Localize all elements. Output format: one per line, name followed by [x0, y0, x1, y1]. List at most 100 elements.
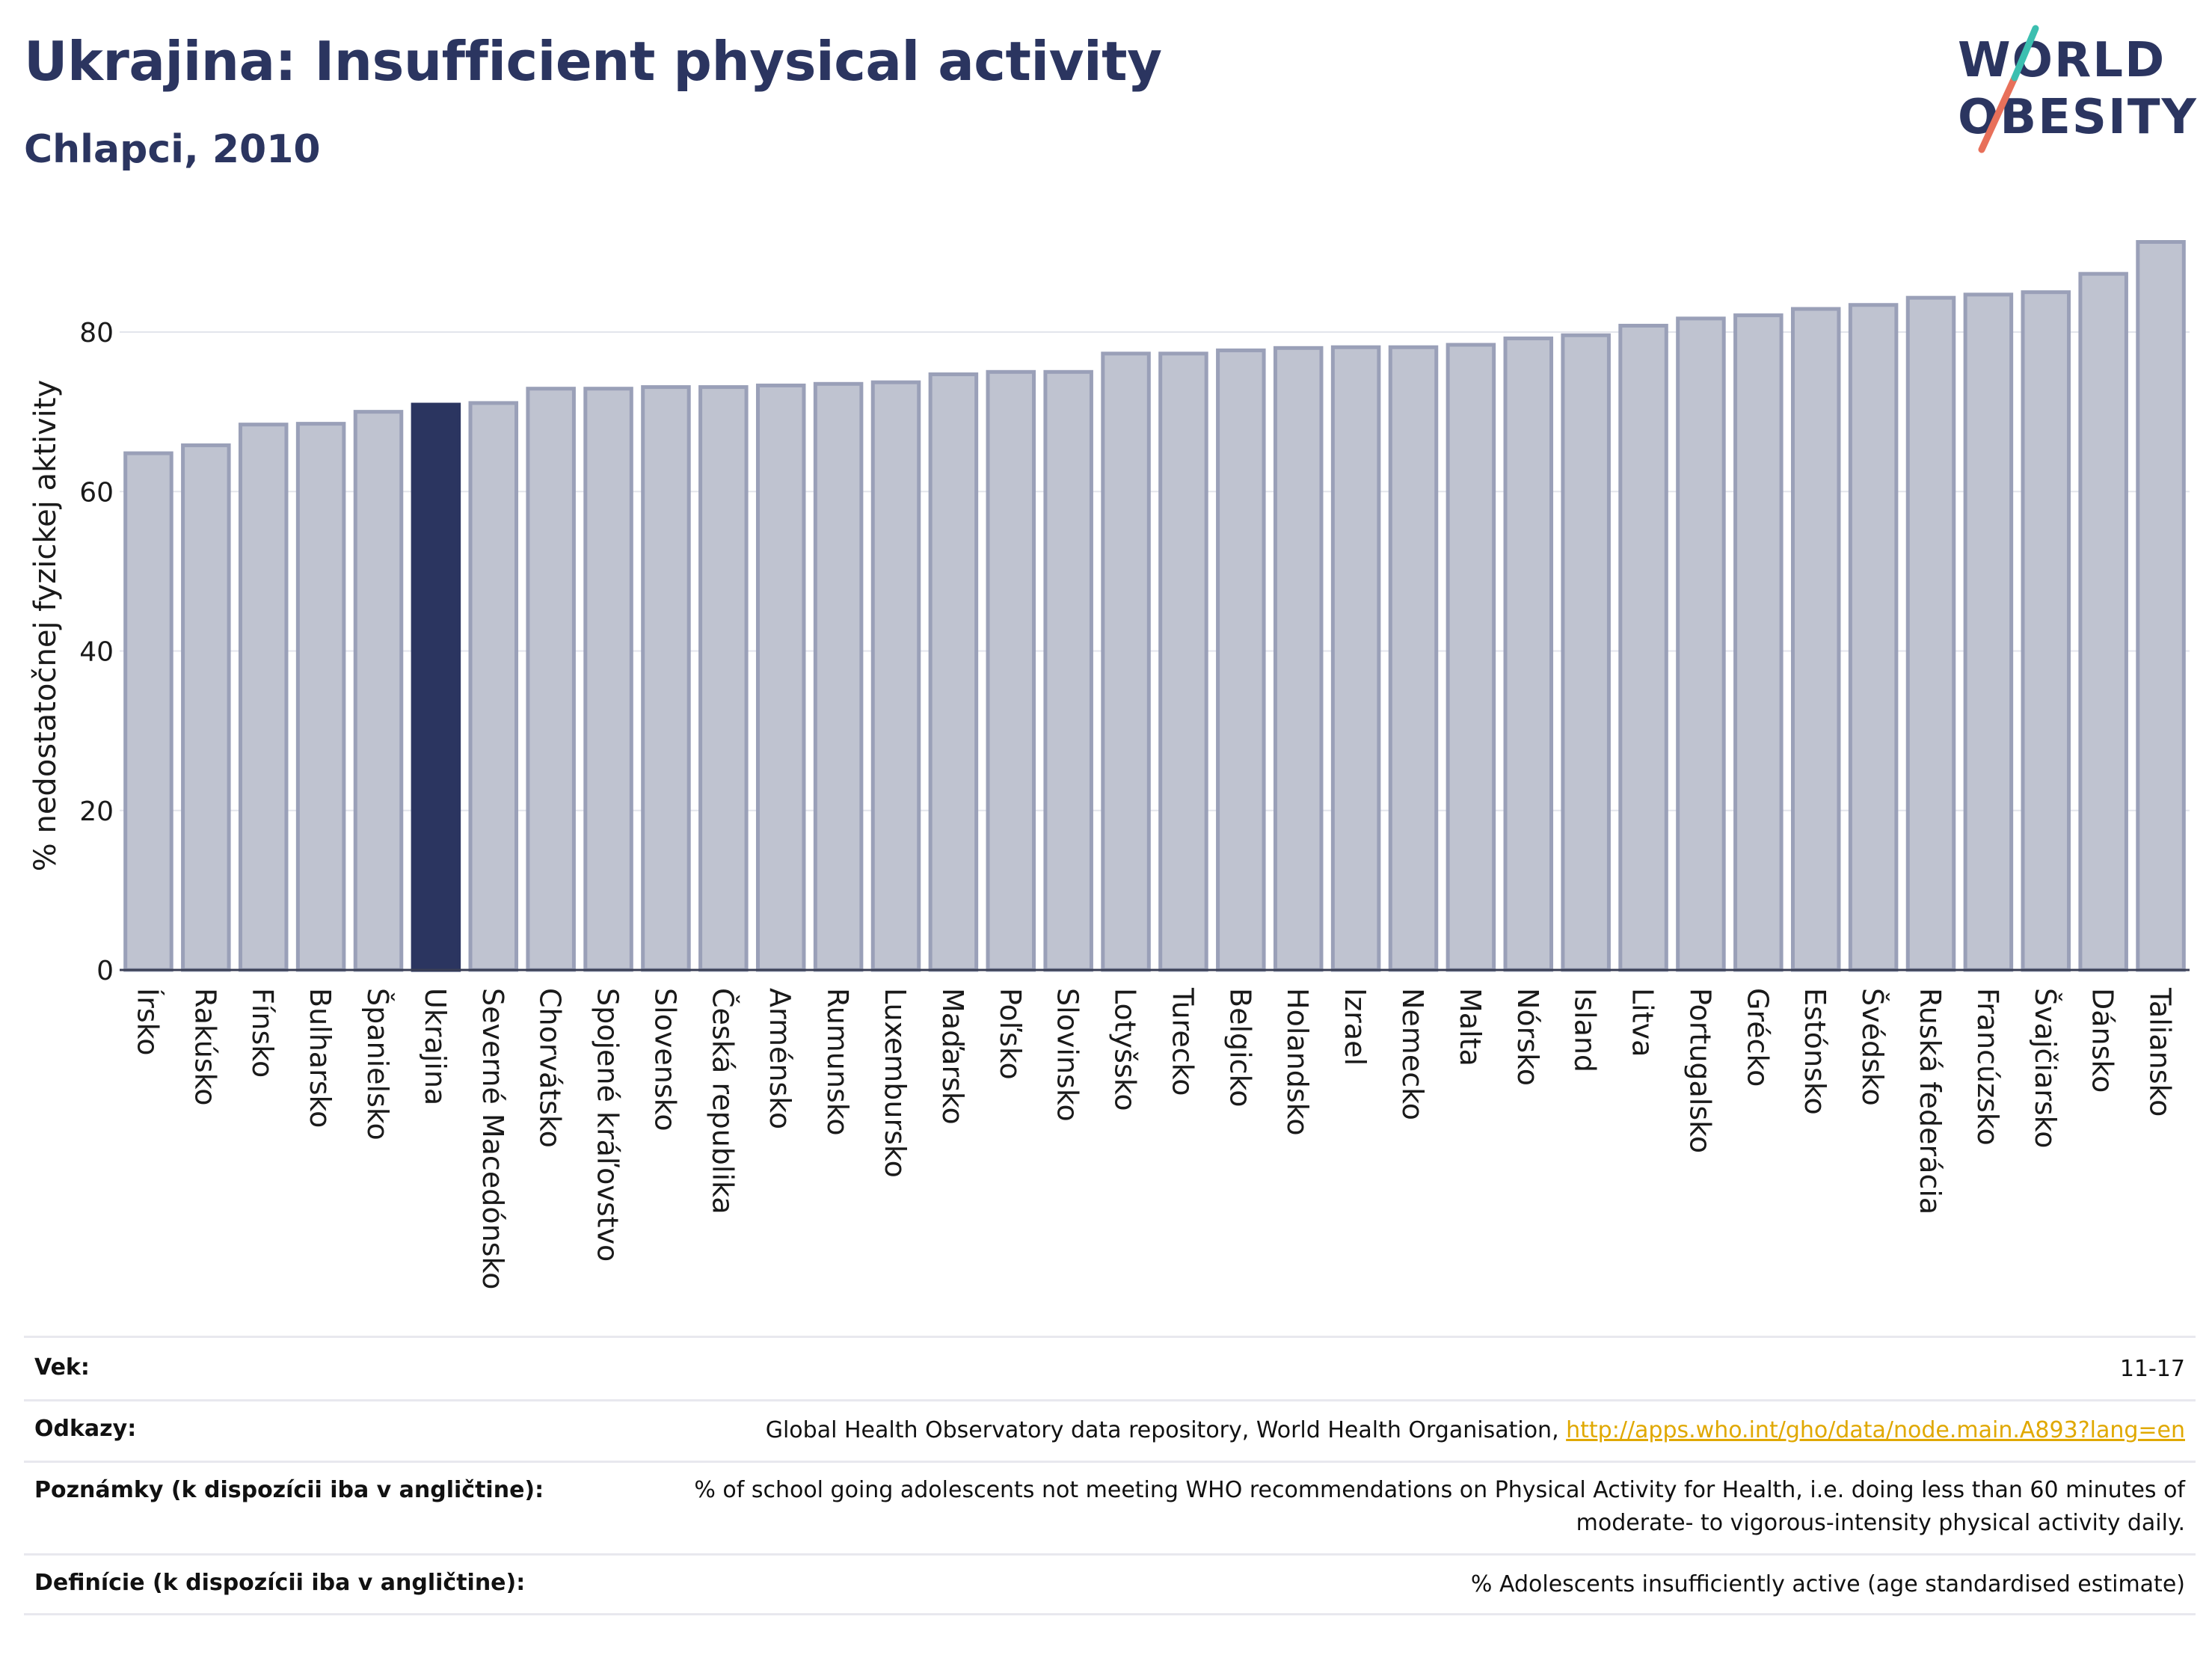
x-tick-label: Česká republika	[706, 988, 739, 1215]
y-axis-label: % nedostatočnej fyzickej aktivity	[28, 380, 63, 871]
bar	[123, 451, 173, 972]
bar-highlight	[411, 402, 461, 972]
bar	[755, 383, 806, 972]
bar	[1790, 307, 1841, 972]
x-tick-label: Grécko	[1741, 988, 1774, 1087]
bar	[1618, 323, 1668, 972]
info-row-references: Odkazy: Global Health Observatory data r…	[24, 1399, 2196, 1463]
x-tick-label: Lotyšsko	[1109, 988, 1142, 1111]
y-tick-label: 0	[96, 956, 114, 986]
info-table: Vek: 11-17 Odkazy: Global Health Observa…	[24, 1336, 2196, 1625]
x-tick-label: Portugalsko	[1683, 988, 1716, 1153]
info-row-age: Vek: 11-17	[24, 1338, 2196, 1401]
bars	[123, 240, 2186, 972]
page-subtitle: Chlapci, 2010	[24, 127, 321, 172]
bar	[870, 380, 921, 972]
x-tick-label: Maďarsko	[936, 988, 969, 1125]
x-tick-label: Francúzsko	[1971, 988, 2004, 1146]
bar	[2078, 271, 2128, 972]
x-tick-label: Fínsko	[246, 988, 279, 1078]
info-label: Vek:	[34, 1354, 90, 1381]
reference-text: Global Health Observatory data repositor…	[765, 1417, 1567, 1443]
bar	[1043, 369, 1093, 972]
bar	[1733, 313, 1784, 972]
bar	[2021, 290, 2071, 972]
x-tick-label: Chorvátsko	[534, 988, 567, 1148]
info-label: Definície (k dispozícii iba v angličtine…	[34, 1570, 526, 1596]
bar	[238, 423, 289, 972]
bar	[468, 401, 519, 972]
x-tick-label: Írsko	[131, 988, 164, 1056]
info-value: % Adolescents insufficiently active (age…	[1470, 1571, 2185, 1597]
bar	[928, 372, 979, 972]
x-tick-label: Luxembursko	[879, 988, 912, 1178]
bar	[1330, 345, 1381, 972]
x-tick-label: Severné Macedónsko	[476, 988, 509, 1289]
x-tick-label: Spojené kráľovstvo	[592, 988, 624, 1262]
x-tick-label: Rumunsko	[821, 988, 854, 1136]
x-tick-label: Malta	[1454, 988, 1487, 1066]
x-tick-label: Turecko	[1166, 987, 1199, 1096]
bar	[353, 410, 404, 972]
bar	[1446, 343, 1496, 972]
y-tick-label: 60	[79, 477, 114, 508]
x-tick-label: Nórsko	[1511, 988, 1544, 1086]
notes-line1: % of school going adolescents not meetin…	[694, 1477, 2185, 1503]
bar	[1216, 348, 1266, 972]
x-axis-labels: Írsko Rakúsko Fínsko Bulharsko Španielsko Ukr…	[131, 987, 2176, 1289]
x-tick-label: Izrael	[1339, 988, 1371, 1066]
logo-slash-upper	[2011, 25, 2039, 82]
bar	[181, 443, 231, 972]
x-tick-label: Rakúsko	[188, 988, 221, 1105]
y-tick-label: 40	[79, 637, 114, 668]
bar	[641, 385, 691, 972]
x-tick-label: Nemecko	[1396, 988, 1429, 1120]
bar	[526, 387, 576, 972]
x-tick-label: Dánsko	[2086, 988, 2119, 1093]
logo-slash-lower	[1978, 74, 2018, 153]
bar	[1388, 345, 1439, 972]
info-value: Global Health Observatory data repositor…	[766, 1414, 2185, 1447]
page-title: Ukrajina: Insufficient physical activity	[24, 30, 1162, 93]
x-tick-label: Arménsko	[764, 988, 796, 1129]
bar	[1905, 295, 1956, 972]
x-tick-label: Bulharsko	[304, 988, 337, 1128]
x-tick-label: Belgicko	[1223, 988, 1256, 1107]
y-axis-ticks: 0 20 40 60 80	[79, 318, 114, 986]
info-row-notes: Poznámky (k dispozícii iba v angličtine)…	[24, 1461, 2196, 1556]
bar	[1963, 292, 2014, 972]
info-value: % of school going adolescents not meetin…	[694, 1474, 2185, 1540]
x-tick-label: Slovensko	[648, 988, 681, 1132]
info-row-definitions: Definície (k dispozícii iba v angličtine…	[24, 1553, 2196, 1615]
bar	[813, 381, 864, 972]
bar	[1503, 337, 1554, 972]
y-tick-label: 20	[79, 796, 114, 827]
x-tick-label: Holandsko	[1281, 988, 1314, 1136]
bar	[698, 385, 749, 972]
x-tick-label: Slovinsko	[1051, 988, 1084, 1122]
x-tick-label: Švajčiarsko	[2029, 988, 2062, 1149]
bar	[1676, 316, 1726, 972]
x-tick-label: Island	[1569, 988, 1602, 1072]
bar	[583, 387, 633, 972]
bar	[986, 369, 1036, 972]
bar	[1101, 351, 1151, 972]
info-value: 11-17	[2119, 1356, 2185, 1382]
bar-chart: 0 20 40 60 80 Írsko Rakúsko Fínsko Bulharsko Špa…	[28, 240, 2190, 1289]
info-label: Odkazy:	[34, 1416, 137, 1442]
bar	[2136, 240, 2186, 972]
x-tick-label: Poľsko	[994, 988, 1027, 1080]
info-label: Poznámky (k dispozícii iba v angličtine)…	[34, 1477, 544, 1503]
bar	[295, 422, 346, 972]
bar	[1848, 303, 1899, 972]
x-tick-label: Taliansko	[2144, 987, 2177, 1117]
y-tick-label: 80	[79, 318, 114, 348]
x-tick-label: Estónsko	[1798, 988, 1831, 1115]
notes-line2: moderate- to vigorous-intensity physical…	[1576, 1510, 2185, 1536]
bar	[1561, 333, 1611, 972]
reference-link[interactable]: http://apps.who.int/gho/data/node.main.A…	[1566, 1417, 2185, 1443]
bar	[1273, 346, 1324, 972]
logo-line1: WORLD	[1958, 33, 2166, 88]
x-tick-label: Litva	[1626, 988, 1659, 1057]
bar	[1158, 351, 1208, 972]
